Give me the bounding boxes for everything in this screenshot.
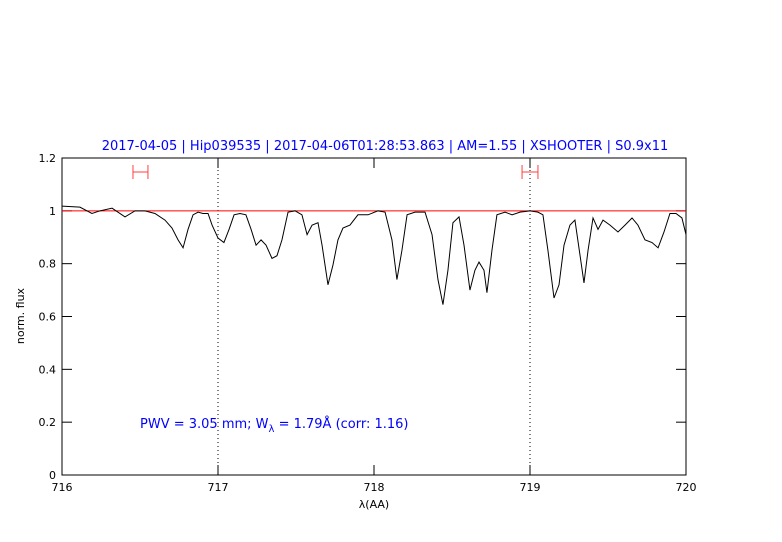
x-tick-label: 716: [52, 481, 73, 494]
range-marker: [521, 165, 539, 180]
y-tick-label: 1: [49, 205, 56, 218]
annotation-part: PWV = 3.05 mm; W: [140, 417, 269, 432]
annotation: PWV = 3.05 mm; Wλ = 1.79Å (corr: 1.16): [140, 416, 409, 435]
x-axis-label: λ(AA): [359, 498, 389, 511]
y-axis-label: norm. flux: [14, 287, 27, 344]
y-tick-label: 0.8: [39, 258, 57, 271]
x-tick-label: 717: [208, 481, 229, 494]
y-tick-label: 0.6: [39, 311, 57, 324]
x-tick-label: 720: [676, 481, 697, 494]
x-tick-label: 719: [520, 481, 541, 494]
spectrum-line: [61, 205, 687, 305]
y-tick-label: 0.4: [39, 363, 57, 376]
annotation-part: = 1.79Å (corr: 1.16): [274, 416, 408, 432]
annotation-part: λ: [269, 424, 275, 435]
chart-title: 2017-04-05 | Hip039535 | 2017-04-06T01:2…: [102, 139, 669, 154]
y-tick-label: 0.2: [39, 416, 57, 429]
range-marker: [132, 165, 149, 180]
y-tick-label: 0: [49, 469, 56, 482]
y-tick-label: 1.2: [39, 152, 57, 165]
x-tick-label: 718: [364, 481, 385, 494]
